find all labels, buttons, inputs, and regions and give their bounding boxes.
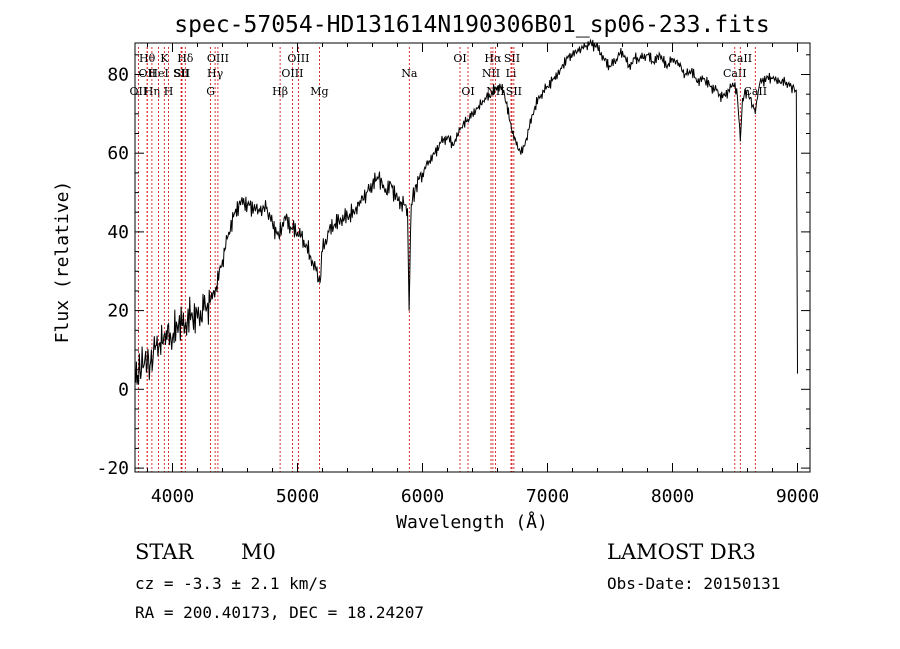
spectrum-line [134,38,798,385]
x-tick-label-3: 7000 [526,486,569,507]
x-tick-label-0: 4000 [151,486,194,507]
x-tick-label-4: 8000 [651,486,694,507]
line-marker-label-26: CaII [723,67,747,80]
survey-name: LAMOST DR3 [607,540,756,564]
redshift-velocity: cz = -3.3 ± 2.1 km/s [135,574,328,593]
line-marker-label-5: K [160,52,169,65]
x-tick-label-1: 5000 [276,486,319,507]
y-tick-label-2: 20 [107,301,129,322]
object-subclass: M0 [241,540,276,564]
y-tick-label-5: 80 [107,65,129,86]
x-tick-label-5: 9000 [776,486,819,507]
line-marker-label-27: CaII [728,52,752,65]
axis-ticks: 4000 5000 6000 7000 8000 9000 -20 0 20 40 60 80 [96,43,819,507]
line-marker-label-15: OIII [287,52,309,65]
spectrum-chart: spec-57054-HD131614N190306B01_sp06-233.f… [52,12,819,533]
line-marker-label-13: Hβ [272,85,288,98]
line-marker-label-28: CaII [743,85,767,98]
line-marker-label-25: SII [506,85,522,98]
line-marker-label-4: HeI [148,67,168,80]
line-marker-label-18: OI [453,52,466,65]
observation-date: Obs-Date: 20150131 [607,574,781,593]
line-marker-label-0: OII [130,85,148,98]
y-tick-label-0: -20 [96,458,129,479]
plot-frame [134,42,811,473]
x-axis-title: Wavelength (Å) [396,511,548,533]
y-tick-label-4: 60 [107,143,129,164]
line-marker-label-8: Hδ [177,52,194,65]
coordinates: RA = 200.40173, DEC = 18.24207 [135,603,424,622]
line-marker-label-17: Na [401,67,418,80]
line-marker-label-24: SII [504,52,520,65]
y-tick-label-1: 0 [118,379,129,400]
line-marker-label-14: OIII [281,67,303,80]
line-marker-label-21: Hα [484,52,502,65]
line-marker-label-6: H [164,85,174,98]
chart-title: spec-57054-HD131614N190306B01_sp06-233.f… [174,12,769,38]
line-marker-label-19: OI [461,85,474,98]
line-marker-label-11: Hγ [207,67,224,80]
line-marker-label-3: Hη [144,85,160,98]
line-marker-label-1: Hθ [139,52,156,65]
y-axis-title: Flux (relative) [52,181,73,344]
line-marker-label-20: NII [482,67,500,80]
object-class: STAR [135,540,194,564]
line-markers: OIIHθOIIHηHeIKHSIIHδSIIGHγOIIIHβOIIIOIII… [130,47,767,472]
y-tick-label-3: 40 [107,222,129,243]
line-marker-label-9: SII [174,67,190,80]
series-layer [134,38,798,385]
line-marker-label-16: Mg [310,85,328,98]
line-marker-label-10: G [206,85,215,98]
line-marker-label-12: OIII [207,52,229,65]
x-tick-label-2: 6000 [401,486,444,507]
line-marker-label-23: Li [506,67,517,80]
